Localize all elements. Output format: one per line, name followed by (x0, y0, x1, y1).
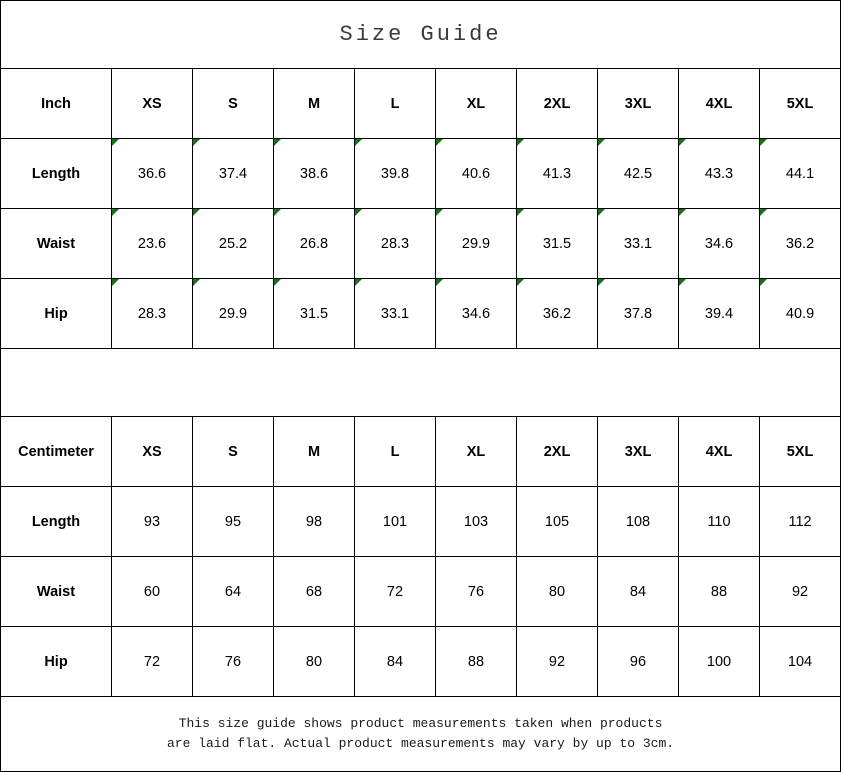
measurement-value: 26.8 (273, 208, 355, 279)
measurement-value: 84 (597, 556, 679, 627)
size-header-xs: XS (111, 416, 193, 487)
size-header-2xl: 2XL (516, 416, 598, 487)
size-header-xs: XS (111, 68, 193, 139)
measurement-value: 93 (111, 486, 193, 557)
measurement-label-hip: Hip (0, 278, 112, 349)
measurement-value: 104 (758, 626, 842, 697)
measurement-value: 76 (192, 626, 274, 697)
measurement-value: 29.9 (192, 278, 274, 349)
measurement-value: 96 (597, 626, 679, 697)
measurement-value: 33.1 (354, 278, 436, 349)
measurement-label-waist: Waist (0, 208, 112, 279)
measurement-value: 28.3 (354, 208, 436, 279)
measurement-row: Length 93 95 98 101 103 105 108 110 112 (0, 486, 842, 557)
size-header-3xl: 3XL (597, 416, 679, 487)
size-header-l: L (354, 68, 436, 139)
size-header-5xl: 5XL (758, 68, 842, 139)
size-header-4xl: 4XL (678, 68, 760, 139)
measurement-value: 80 (516, 556, 598, 627)
measurement-value: 112 (758, 486, 842, 557)
measurement-value: 72 (111, 626, 193, 697)
measurement-value: 103 (435, 486, 517, 557)
measurement-value: 100 (678, 626, 760, 697)
measurement-row: Length 36.6 37.4 38.6 39.8 40.6 41.3 42.5 43.3 44… (0, 138, 842, 209)
measurement-row: Waist 60 64 68 72 76 80 84 88 92 (0, 556, 842, 627)
measurement-value: 37.8 (597, 278, 679, 349)
size-header-3xl: 3XL (597, 68, 679, 139)
measurement-value: 41.3 (516, 138, 598, 209)
measurement-value: 37.4 (192, 138, 274, 209)
measurement-value: 34.6 (678, 208, 760, 279)
size-header-xl: XL (435, 416, 517, 487)
measurement-value: 101 (354, 486, 436, 557)
unit-header-inch: Inch (0, 68, 112, 139)
table-spacer-cell (0, 348, 842, 417)
size-header-m: M (273, 416, 355, 487)
measurement-value: 42.5 (597, 138, 679, 209)
measurement-value: 29.9 (435, 208, 517, 279)
size-header-2xl: 2XL (516, 68, 598, 139)
measurement-value: 92 (758, 556, 842, 627)
measurement-value: 105 (516, 486, 598, 557)
measurement-value: 64 (192, 556, 274, 627)
footer-note-row: This size guide shows product measuremen… (0, 696, 842, 772)
measurement-value: 36.2 (516, 278, 598, 349)
size-header-s: S (192, 68, 274, 139)
measurement-value: 23.6 (111, 208, 193, 279)
measurement-value: 25.2 (192, 208, 274, 279)
measurement-value: 43.3 (678, 138, 760, 209)
header-row: Centimeter XS S M L XL 2XL 3XL 4XL 5XL (0, 416, 842, 487)
size-header-s: S (192, 416, 274, 487)
measurement-value: 34.6 (435, 278, 517, 349)
measurement-value: 95 (192, 486, 274, 557)
measurement-value: 72 (354, 556, 436, 627)
measurement-value: 40.6 (435, 138, 517, 209)
size-header-xl: XL (435, 68, 517, 139)
measurement-value: 36.2 (758, 208, 842, 279)
measurement-row: Waist 23.6 25.2 26.8 28.3 29.9 31.5 33.1 34.6 36.… (0, 208, 842, 279)
measurement-value: 88 (435, 626, 517, 697)
footer-note-cell: This size guide shows product measuremen… (0, 696, 842, 772)
measurement-row: Hip 28.3 29.9 31.5 33.1 34.6 36.2 37.8 39.4 40.9 (0, 278, 842, 349)
size-header-l: L (354, 416, 436, 487)
measurement-value: 36.6 (111, 138, 193, 209)
measurement-value: 84 (354, 626, 436, 697)
measurement-label-waist: Waist (0, 556, 112, 627)
measurement-value: 40.9 (758, 278, 842, 349)
measurement-value: 31.5 (273, 278, 355, 349)
measurement-label-length: Length (0, 486, 112, 557)
measurement-value: 88 (678, 556, 760, 627)
measurement-value: 76 (435, 556, 517, 627)
measurement-value: 110 (678, 486, 760, 557)
measurement-value: 98 (273, 486, 355, 557)
measurement-value: 68 (273, 556, 355, 627)
table-spacer-row (0, 348, 842, 417)
measurement-row: Hip 72 76 80 84 88 92 96 100 104 (0, 626, 842, 697)
measurement-value: 108 (597, 486, 679, 557)
size-header-m: M (273, 68, 355, 139)
measurement-value: 80 (273, 626, 355, 697)
measurement-value: 38.6 (273, 138, 355, 209)
unit-header-centimeter: Centimeter (0, 416, 112, 487)
header-row: Inch XS S M L XL 2XL 3XL 4XL 5XL (0, 68, 842, 139)
measurement-value: 31.5 (516, 208, 598, 279)
size-header-4xl: 4XL (678, 416, 760, 487)
measurement-label-hip: Hip (0, 626, 112, 697)
measurement-value: 60 (111, 556, 193, 627)
measurement-value: 33.1 (597, 208, 679, 279)
measurement-value: 39.8 (354, 138, 436, 209)
measurement-value: 44.1 (758, 138, 842, 209)
title-cell: Size Guide (0, 0, 842, 69)
title-row: Size Guide (0, 0, 842, 69)
measurement-value: 28.3 (111, 278, 193, 349)
size-header-5xl: 5XL (758, 416, 842, 487)
measurement-value: 39.4 (678, 278, 760, 349)
page-title: Size Guide (339, 21, 502, 47)
measurement-label-length: Length (0, 138, 112, 209)
footer-note-text: This size guide shows product measuremen… (166, 715, 675, 751)
measurement-value: 92 (516, 626, 598, 697)
